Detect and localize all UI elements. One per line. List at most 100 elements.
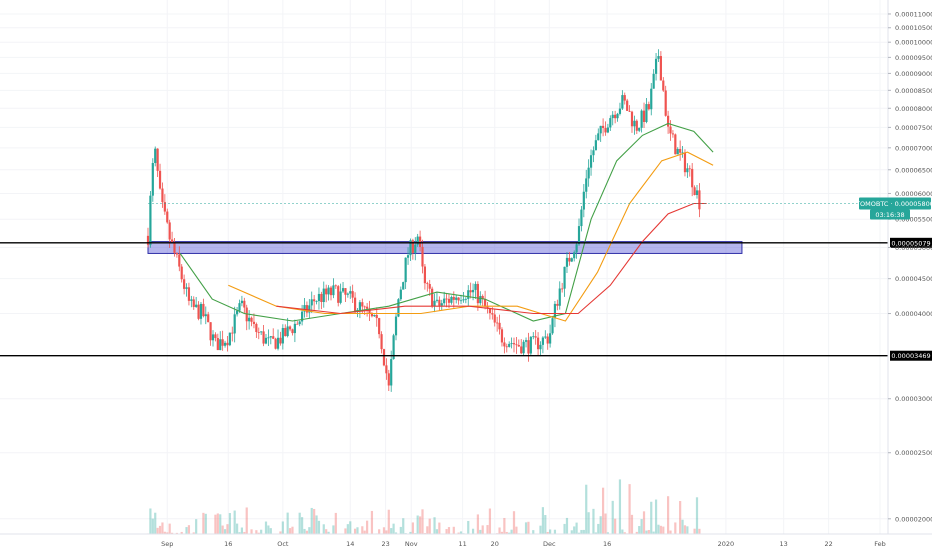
volume-bar bbox=[214, 515, 216, 534]
volume-bar bbox=[612, 501, 614, 534]
price-tick-label: 0.00004500 bbox=[895, 275, 932, 283]
volume-bar bbox=[539, 526, 541, 534]
volume-bar bbox=[349, 521, 351, 534]
candle-body bbox=[674, 134, 676, 154]
candle-body bbox=[424, 267, 426, 284]
volume-bar bbox=[515, 527, 517, 534]
candle-body bbox=[236, 311, 238, 315]
candle-body bbox=[253, 322, 255, 324]
candle-body bbox=[585, 178, 587, 191]
price-axis[interactable]: 0.000020000.000025000.000030000.00004000… bbox=[888, 10, 932, 523]
candle-body bbox=[152, 163, 154, 196]
candle-body bbox=[248, 318, 250, 322]
volume-bar bbox=[246, 507, 248, 534]
candle-body bbox=[347, 294, 349, 295]
candle-body bbox=[431, 289, 433, 307]
candle-body bbox=[291, 329, 293, 333]
volume-bar bbox=[566, 518, 568, 534]
volume-bar bbox=[638, 526, 640, 534]
volume-bar bbox=[643, 511, 645, 534]
volume-bar bbox=[429, 519, 431, 534]
volume-bar bbox=[679, 501, 681, 534]
candle-body bbox=[202, 304, 204, 316]
volume-bar bbox=[448, 527, 450, 534]
volume-bar bbox=[614, 519, 616, 534]
candle-body bbox=[405, 258, 407, 282]
candle-body bbox=[484, 299, 486, 306]
volume-bar bbox=[301, 517, 303, 534]
candle-body bbox=[330, 288, 332, 296]
volume-bar bbox=[366, 521, 368, 534]
candle-body bbox=[600, 126, 602, 133]
volume-bar bbox=[364, 531, 366, 534]
volume-bar bbox=[641, 519, 643, 534]
candle-body bbox=[224, 343, 226, 346]
candle-body bbox=[677, 149, 679, 154]
candle-body bbox=[178, 254, 180, 266]
candle-body bbox=[157, 149, 159, 171]
volume-bar bbox=[421, 509, 423, 534]
volume-bar bbox=[400, 527, 402, 534]
volume-bar bbox=[361, 526, 363, 534]
candle-body bbox=[366, 307, 368, 309]
candle-body bbox=[571, 258, 573, 261]
volume-bar bbox=[573, 526, 575, 534]
candle-body bbox=[443, 299, 445, 304]
volume-bar bbox=[356, 527, 358, 534]
volume-bar bbox=[513, 511, 515, 534]
candle-body bbox=[229, 333, 231, 346]
candle-body bbox=[197, 305, 199, 319]
volume-bar bbox=[597, 524, 599, 534]
candle-body bbox=[477, 284, 479, 303]
volume-bar bbox=[202, 513, 204, 534]
volume-bar bbox=[554, 530, 556, 534]
volume-bar bbox=[229, 513, 231, 534]
volume-bar bbox=[657, 525, 659, 534]
candle-body bbox=[400, 290, 402, 300]
candle-body bbox=[573, 252, 575, 258]
candle-body bbox=[436, 300, 438, 301]
candle-body bbox=[604, 128, 606, 132]
candle-body bbox=[378, 318, 380, 334]
candle-body bbox=[279, 338, 281, 344]
candle-body bbox=[655, 59, 657, 74]
candle-body bbox=[282, 328, 284, 343]
volume-bar bbox=[318, 521, 320, 534]
candle-body bbox=[535, 336, 537, 337]
candle-body bbox=[193, 299, 195, 307]
candle-body bbox=[299, 321, 301, 324]
price-tick-label: 0.00007500 bbox=[895, 124, 932, 132]
volume-bar bbox=[660, 526, 662, 534]
volume-bar bbox=[222, 526, 224, 534]
candle-body bbox=[352, 291, 354, 298]
candle-body bbox=[494, 314, 496, 322]
candle-body bbox=[631, 112, 633, 127]
candle-body bbox=[342, 288, 344, 291]
volume-bar bbox=[693, 529, 695, 534]
candle-body bbox=[472, 290, 474, 292]
candle-body bbox=[686, 168, 688, 172]
volume-bar bbox=[438, 523, 440, 534]
volume-bar bbox=[347, 524, 349, 534]
volume-bar bbox=[265, 522, 267, 534]
volume-bar bbox=[696, 497, 698, 534]
candle-body bbox=[265, 338, 267, 344]
volume-bar bbox=[510, 530, 512, 534]
candle-body bbox=[542, 338, 544, 345]
time-tick-label: 2020 bbox=[718, 540, 735, 548]
candle-body bbox=[318, 294, 320, 301]
candle-body bbox=[679, 149, 681, 153]
time-tick-label: 11 bbox=[458, 540, 466, 548]
volume-bar bbox=[299, 513, 301, 534]
candle-body bbox=[458, 298, 460, 301]
candle-body bbox=[479, 296, 481, 303]
volume-bar bbox=[388, 510, 390, 534]
volume-bar bbox=[549, 529, 551, 534]
volume-bar bbox=[315, 515, 317, 534]
candle-body bbox=[498, 323, 500, 329]
volume-bar bbox=[619, 479, 621, 534]
volume-bar bbox=[486, 525, 488, 534]
